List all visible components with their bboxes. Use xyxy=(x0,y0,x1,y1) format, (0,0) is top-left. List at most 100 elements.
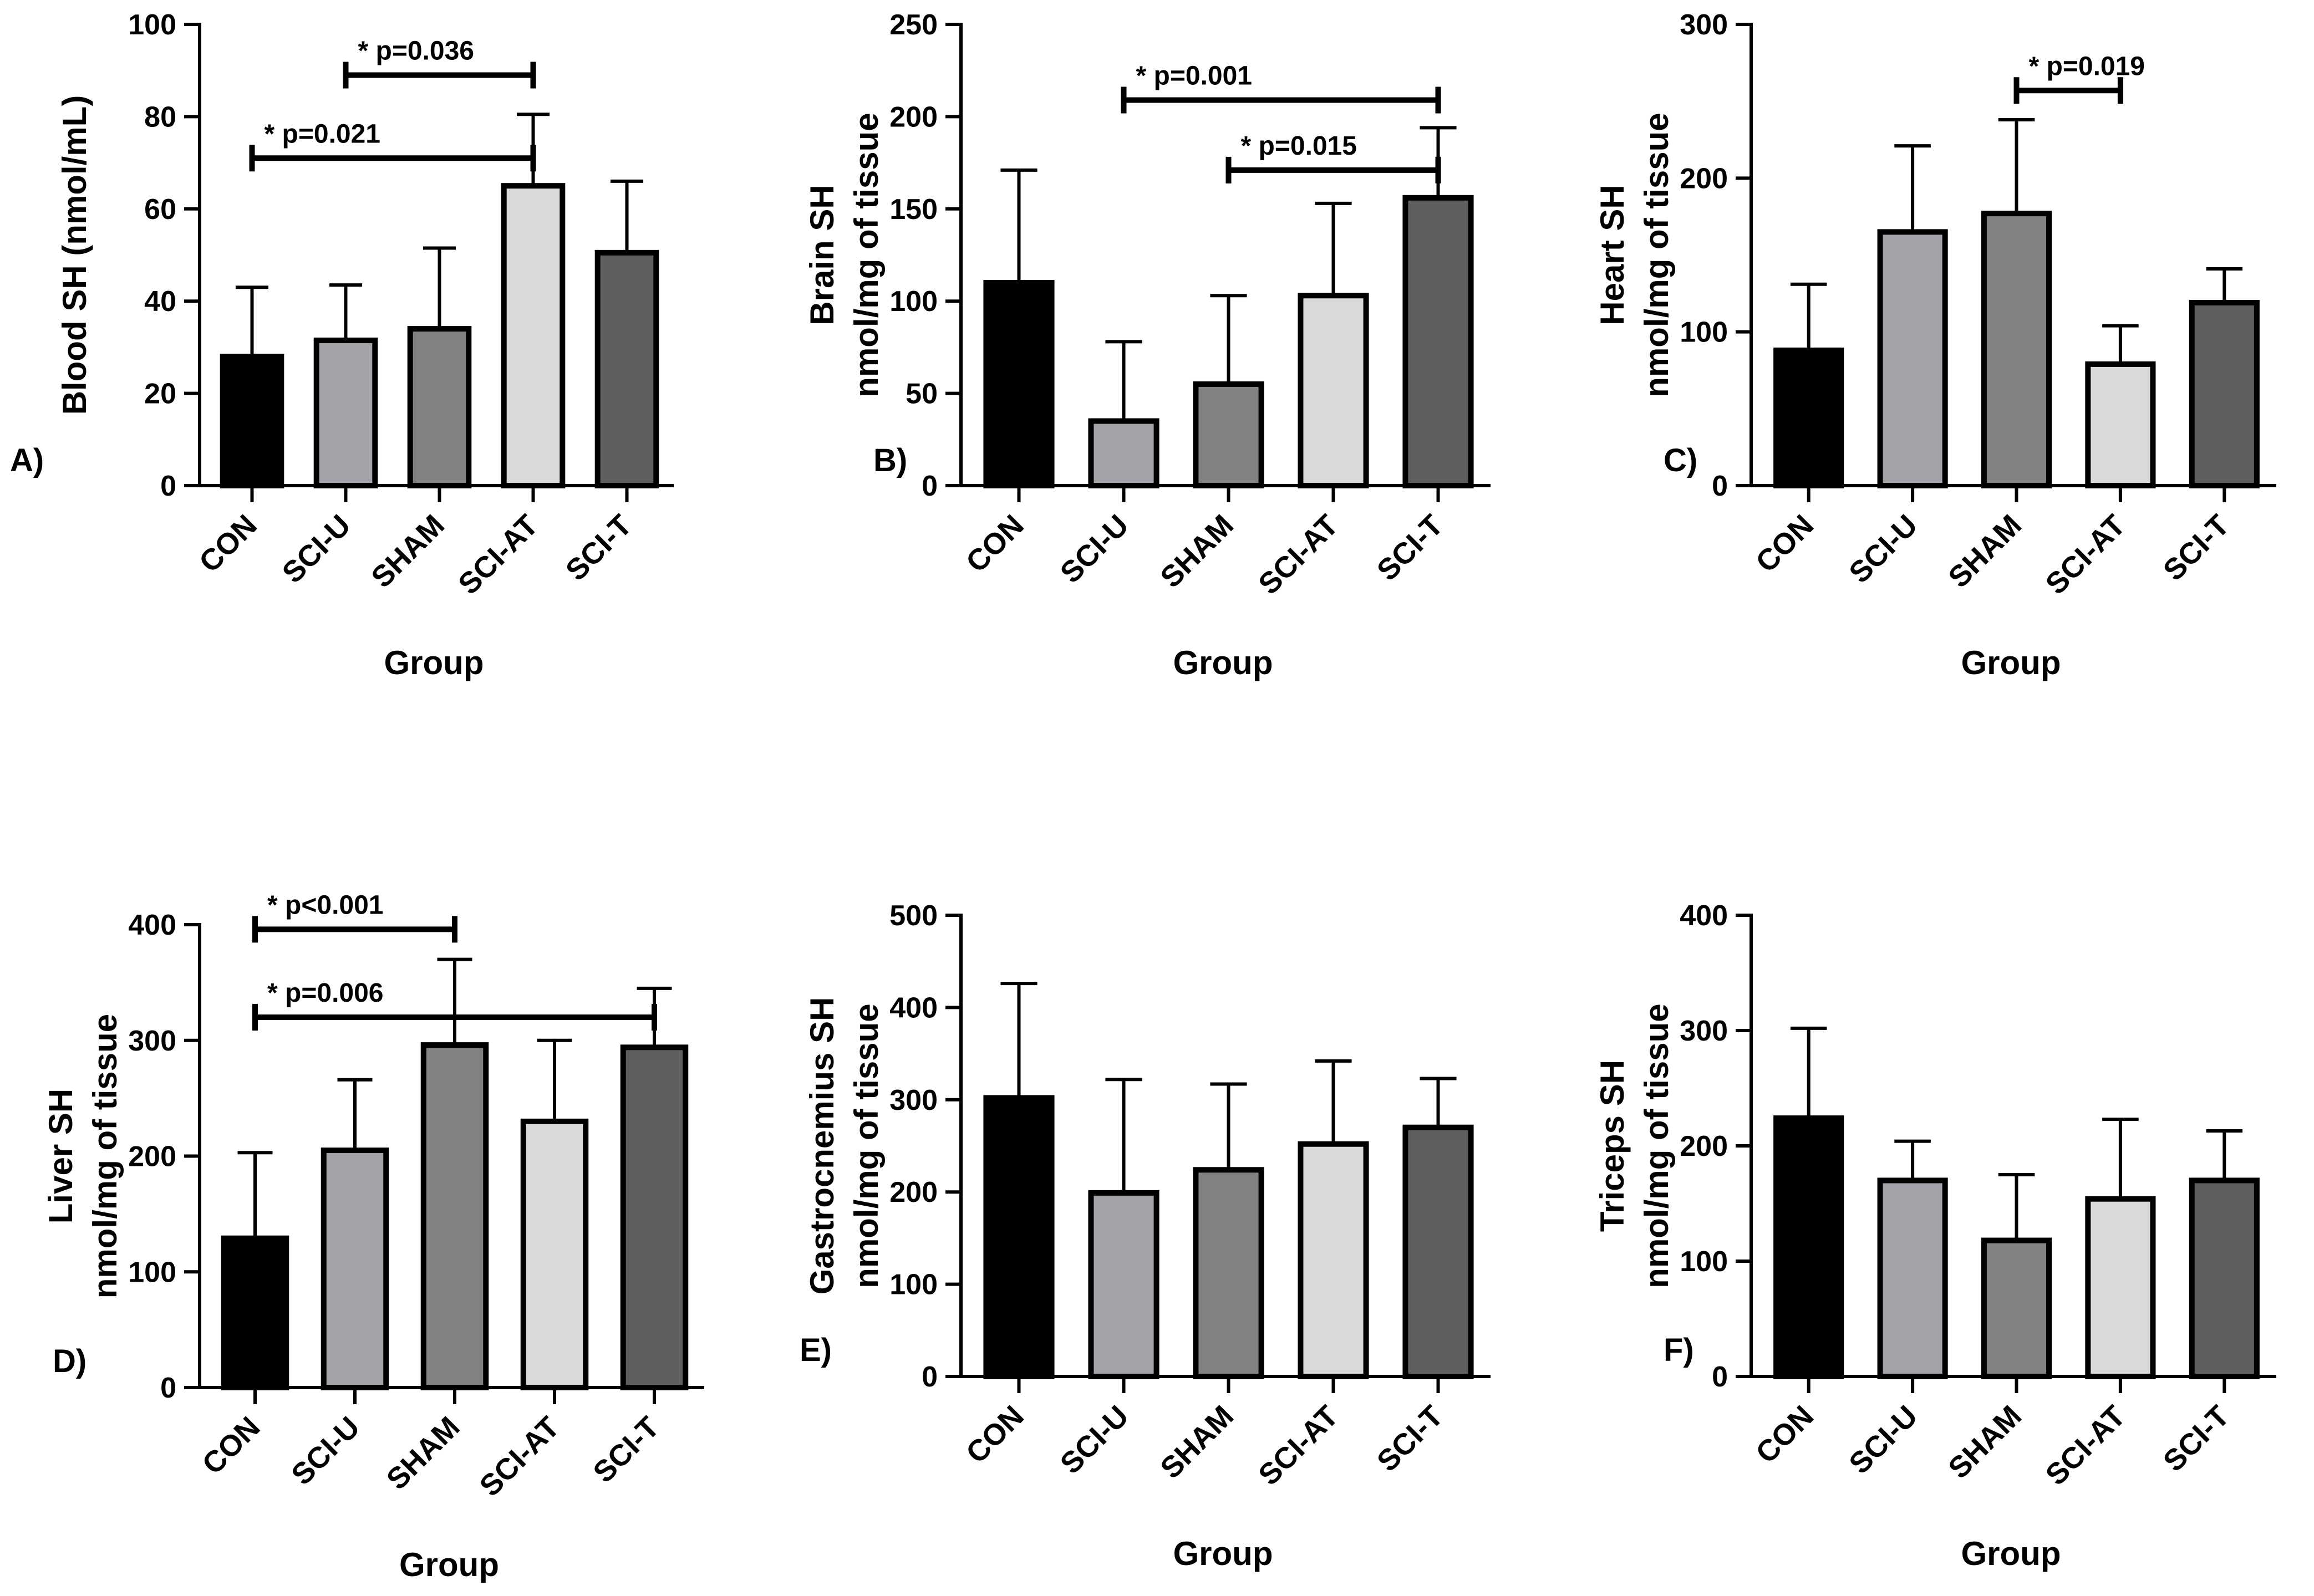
x-tick-label: SHAM xyxy=(1154,508,1240,594)
y-tick-label: 50 xyxy=(906,378,938,410)
y-axis-title: nmol/mg of tissue xyxy=(848,113,885,397)
bar-sci-u xyxy=(1877,1177,1948,1379)
y-tick-label: 100 xyxy=(128,1256,176,1288)
y-axis-title: Triceps SH xyxy=(1594,1060,1631,1232)
y-tick-label: 400 xyxy=(1680,900,1728,932)
panel-label: D) xyxy=(53,1343,87,1379)
y-axis-title: Liver SH xyxy=(42,1089,79,1223)
x-axis-title: Group xyxy=(1961,1535,2061,1572)
x-tick-label: CON xyxy=(960,508,1030,579)
chart-panel-1: 0 20 40 60 80 100 CON SCI-U SHAM SCI-AT SCI-T Group… xyxy=(10,9,674,681)
y-tick-label: 300 xyxy=(1680,9,1728,41)
x-tick-label: CON xyxy=(1750,508,1820,579)
x-axis-title: Group xyxy=(399,1546,499,1583)
bar-sci-at xyxy=(501,183,566,488)
y-axis-title: Gastrocnemius SH xyxy=(803,997,841,1295)
chart-panel-2: 0 50 100 150 200 250 CON SCI-U SHAM SCI-AT SCI-T Gr… xyxy=(803,9,1491,681)
x-tick-label: SHAM xyxy=(1942,508,2028,594)
bar-sci-u xyxy=(1877,229,1948,488)
x-tick-label: SCI-AT xyxy=(1252,508,1345,601)
x-tick-label: SHAM xyxy=(1154,1399,1240,1485)
panel-label: A) xyxy=(10,442,44,478)
x-axis-title: Group xyxy=(384,644,484,681)
x-tick-label: CON xyxy=(1750,1399,1820,1470)
y-tick-label: 200 xyxy=(1680,162,1728,195)
y-axis-title: nmol/mg of tissue xyxy=(1638,113,1675,397)
x-tick-label: CON xyxy=(960,1399,1030,1470)
x-tick-label: SCI-U xyxy=(1054,508,1135,589)
significance-label: * p=0.015 xyxy=(1241,131,1357,161)
panel-label: C) xyxy=(1664,442,1697,478)
x-tick-label: SCI-AT xyxy=(452,508,545,601)
significance-label: * p<0.001 xyxy=(267,890,383,920)
bar-sci-at xyxy=(1298,293,1369,488)
x-tick-label: SCI-T xyxy=(2157,1399,2236,1478)
bar-sham xyxy=(1193,381,1264,489)
x-tick-label: SCI-AT xyxy=(1252,1399,1345,1492)
bar-sci-at xyxy=(2085,361,2156,489)
y-tick-label: 300 xyxy=(128,1025,176,1057)
x-tick-label: SHAM xyxy=(365,508,451,594)
y-axis-title: Brain SH xyxy=(803,185,841,325)
bar-con xyxy=(983,279,1055,488)
bar-sci-u xyxy=(1088,418,1159,489)
y-tick-label: 0 xyxy=(1712,470,1728,502)
significance-label: * p=0.019 xyxy=(2029,52,2145,81)
significance-label: * p=0.001 xyxy=(1136,61,1252,90)
bar-sci-at xyxy=(520,1118,589,1390)
x-tick-label: SCI-T xyxy=(560,508,638,587)
x-tick-label: SCI-AT xyxy=(2040,508,2132,601)
y-tick-label: 60 xyxy=(144,193,176,226)
y-tick-label: 500 xyxy=(889,900,938,932)
x-tick-label: SCI-T xyxy=(587,1410,665,1489)
bar-sham xyxy=(1981,211,2052,488)
x-axis-title: Group xyxy=(1961,644,2061,681)
panel-label: E) xyxy=(800,1332,832,1368)
y-tick-label: 150 xyxy=(889,193,938,226)
x-axis-title: Group xyxy=(1173,644,1273,681)
significance-label: * p=0.036 xyxy=(358,37,474,66)
x-tick-label: SCI-T xyxy=(1371,508,1450,587)
x-tick-label: SCI-U xyxy=(1843,508,1924,589)
bar-sci-t xyxy=(2189,1177,2260,1379)
bar-con xyxy=(1773,1115,1844,1379)
y-axis-title: Blood SH (nmol/mL) xyxy=(56,95,93,415)
bar-con xyxy=(1773,347,1844,488)
bar-sci-t xyxy=(1402,1124,1474,1379)
bar-sham xyxy=(420,1042,489,1390)
x-tick-label: SCI-T xyxy=(1371,1399,1450,1478)
bar-sci-t xyxy=(1402,195,1474,489)
x-tick-label: CON xyxy=(193,508,263,579)
bar-sham xyxy=(407,326,472,488)
y-axis-title: nmol/mg of tissue xyxy=(1638,1003,1675,1288)
y-tick-label: 100 xyxy=(889,1269,938,1301)
y-tick-label: 0 xyxy=(160,1372,176,1404)
x-tick-label: SCI-U xyxy=(276,508,357,589)
bar-sci-t xyxy=(2189,299,2260,488)
chart-panel-6: 0 100 200 300 400 CON SCI-U SHAM SCI-AT SCI-T Grou… xyxy=(1594,900,2276,1572)
y-tick-label: 200 xyxy=(889,1176,938,1209)
x-tick-label: SCI-U xyxy=(285,1410,366,1491)
y-tick-label: 80 xyxy=(144,101,176,133)
x-tick-label: SHAM xyxy=(1942,1399,2028,1485)
y-tick-label: 100 xyxy=(128,9,176,41)
bar-sci-u xyxy=(321,1148,389,1390)
x-tick-label: SHAM xyxy=(380,1410,466,1496)
bar-sci-u xyxy=(1088,1190,1159,1379)
bar-sci-at xyxy=(1298,1141,1369,1380)
y-tick-label: 300 xyxy=(889,1084,938,1116)
x-tick-label: SCI-U xyxy=(1054,1399,1135,1480)
chart-panel-5: 0 100 200 300 400 500 CON SCI-U SHAM SCI-AT SCI-T G… xyxy=(800,900,1491,1572)
y-tick-label: 200 xyxy=(128,1141,176,1173)
chart-panel-3: 0 100 200 300 CON SCI-U SHAM SCI-AT SCI-T Group He… xyxy=(1594,9,2276,681)
bar-sci-u xyxy=(313,337,378,488)
y-tick-label: 400 xyxy=(128,909,176,941)
y-tick-label: 0 xyxy=(160,470,176,502)
y-tick-label: 200 xyxy=(1680,1130,1728,1162)
x-tick-label: CON xyxy=(196,1410,266,1481)
y-tick-label: 250 xyxy=(889,9,938,41)
x-tick-label: SCI-AT xyxy=(474,1410,566,1503)
panel-label: F) xyxy=(1664,1332,1694,1368)
y-tick-label: 20 xyxy=(144,378,176,410)
